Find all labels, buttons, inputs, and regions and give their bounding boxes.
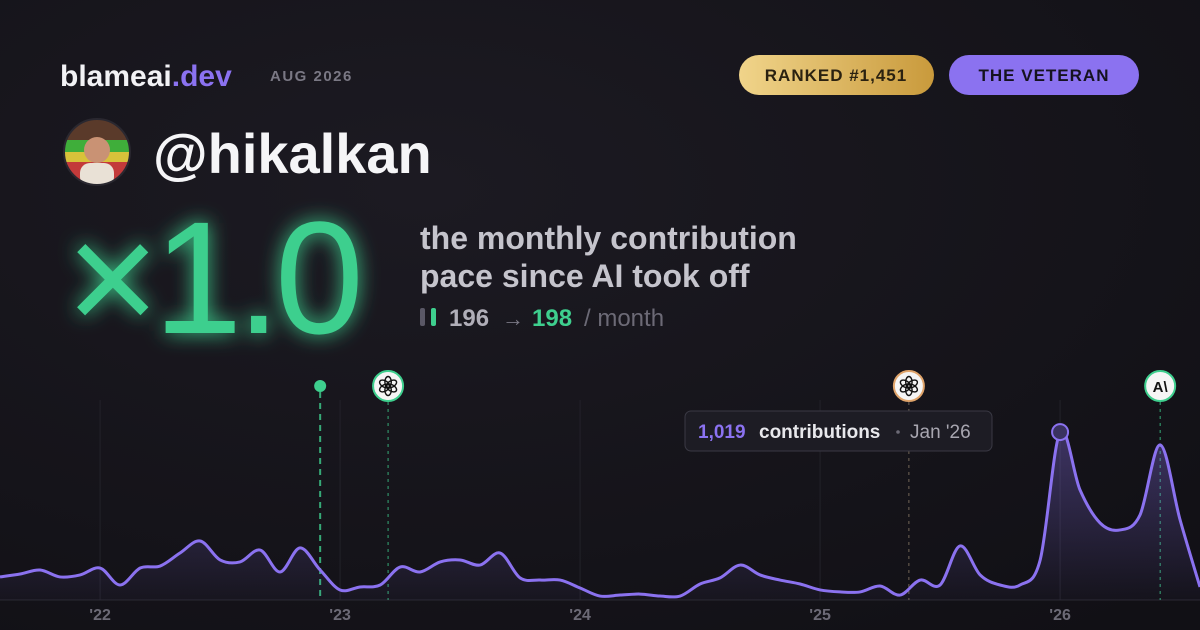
after-value: 198 [532,305,572,332]
line [0,428,1200,599]
chart: '22 '23 '24 '25 '26 A\ 1,019 contributions Jan '… [0,370,1200,624]
tooltip-date: Jan '26 [910,422,971,443]
x-tick-label: '23 [329,607,351,624]
x-tick-label: '25 [809,607,831,624]
event-icon [1144,370,1177,402]
after-swatch [431,308,436,326]
brand-tld: .dev [172,60,232,93]
area [0,430,1200,600]
period: AUG 2026 [270,68,353,85]
event-dot [314,380,327,392]
description-line: pace since AI took off [420,258,750,294]
description-line: the monthly contribution [420,220,797,256]
x-tick-label: '26 [1049,607,1071,624]
tooltip-value: 1,019 [698,422,746,443]
title-badge-bg [949,55,1139,95]
brand: blameai.dev [60,60,232,93]
highlight-point [1051,423,1070,442]
arrow: → [502,306,524,331]
before-value: 196 [449,305,489,332]
avatar [64,119,130,185]
event-icon [372,370,405,402]
handle: @hikalkan [153,122,432,185]
unit: / month [584,305,664,332]
tooltip-sep [896,430,900,434]
before-swatch [420,308,425,326]
multiplier: ×1.0 [66,188,358,367]
x-tick-label: '22 [89,607,111,624]
avatar-ring [63,118,131,186]
rank-badge-bg [739,55,934,95]
event-glyph [899,379,912,389]
event-glyph: A\ [1153,379,1169,396]
brand-name: blameai [60,60,172,93]
event-icon [892,370,925,402]
title-badge: THE VETERAN [979,66,1110,85]
rank-badge: RANKED #1,451 [765,66,907,85]
event-glyph [378,379,391,389]
tooltip-box [684,410,993,452]
x-tick-label: '24 [569,607,591,624]
tooltip-unit: contributions [759,422,880,443]
